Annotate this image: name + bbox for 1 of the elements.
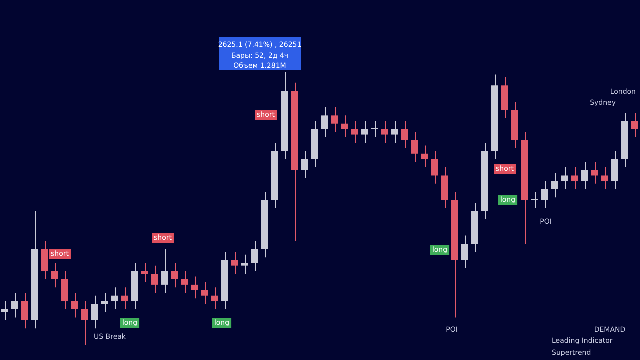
- candlestick: [242, 254, 248, 275]
